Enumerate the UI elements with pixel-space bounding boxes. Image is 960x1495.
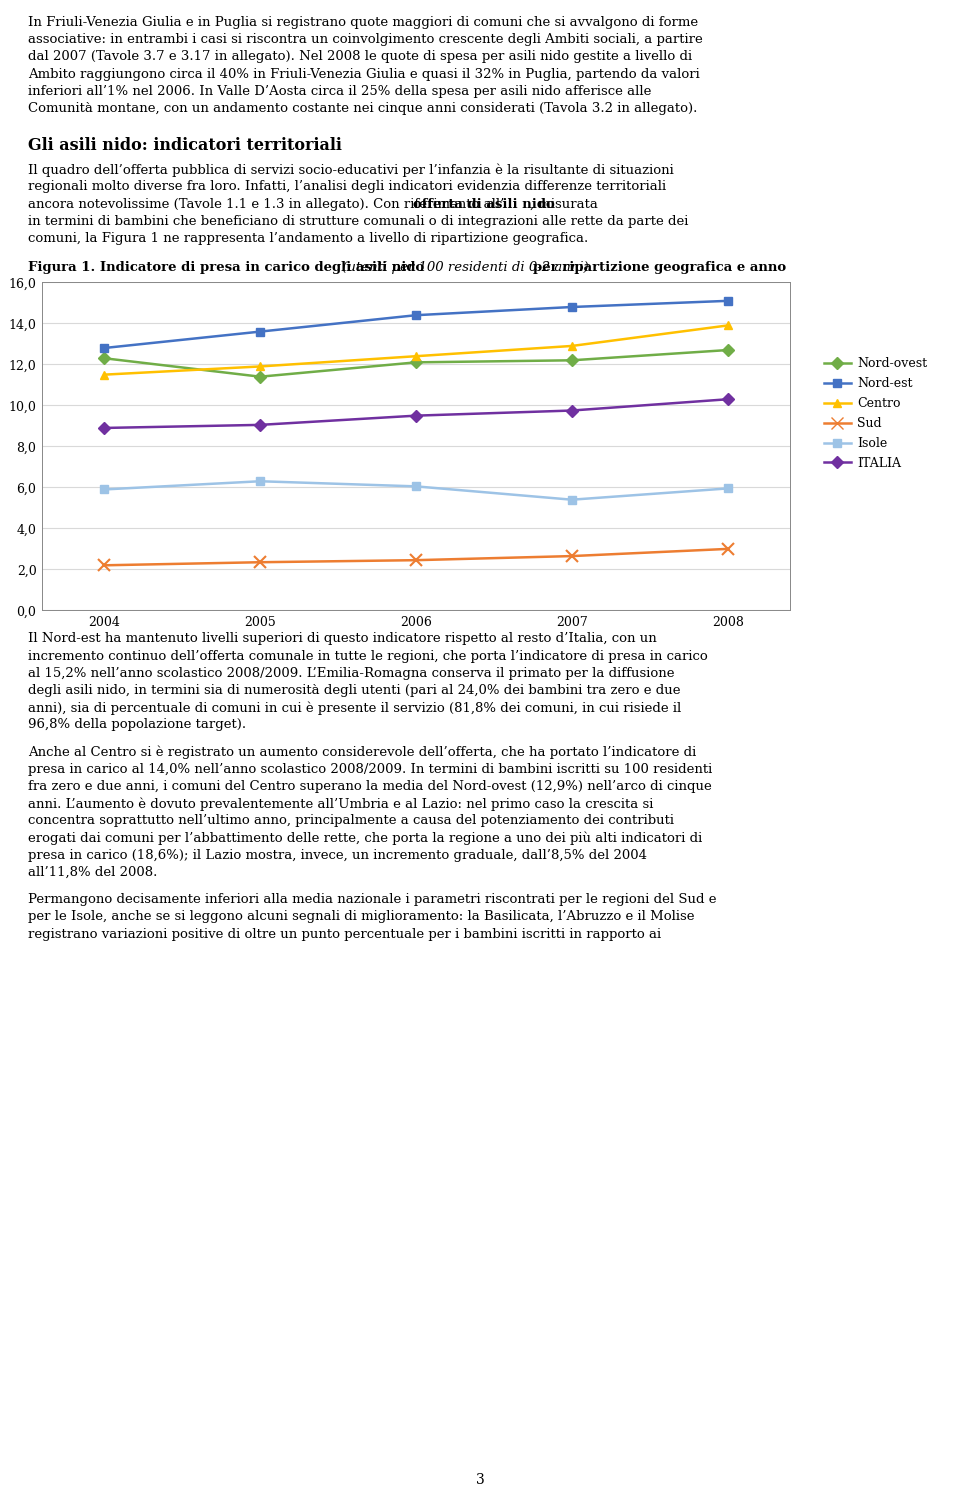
Text: registrano variazioni positive di oltre un punto percentuale per i bambini iscri: registrano variazioni positive di oltre … [28,927,661,940]
Text: Anche al Centro si è registrato un aumento considerevole dell’offerta, che ha po: Anche al Centro si è registrato un aumen… [28,746,696,759]
Text: all’11,8% del 2008.: all’11,8% del 2008. [28,866,157,879]
Text: anni. L’aumento è dovuto prevalentemente all’Umbria e al Lazio: nel primo caso l: anni. L’aumento è dovuto prevalentemente… [28,797,654,810]
Text: 3: 3 [475,1473,485,1488]
Text: offerta di asili nido: offerta di asili nido [414,197,555,211]
Text: regionali molto diverse fra loro. Infatti, l’analisi degli indicatori evidenzia : regionali molto diverse fra loro. Infatt… [28,181,666,193]
Text: (utenti per 100 residenti di 0-2 anni): (utenti per 100 residenti di 0-2 anni) [339,262,593,274]
Text: concentra soprattutto nell’ultimo anno, principalmente a causa del potenziamento: concentra soprattutto nell’ultimo anno, … [28,815,674,827]
Text: presa in carico (18,6%); il Lazio mostra, invece, un incremento graduale, dall’8: presa in carico (18,6%); il Lazio mostra… [28,849,647,861]
Text: in termini di bambini che beneficiano di strutture comunali o di integrazioni al: in termini di bambini che beneficiano di… [28,215,688,227]
Text: Figura 1. Indicatore di presa in carico degli asili nido: Figura 1. Indicatore di presa in carico … [28,262,424,274]
Text: , misurata: , misurata [530,197,598,211]
Text: 96,8% della popolazione target).: 96,8% della popolazione target). [28,719,246,731]
Text: associative: in entrambi i casi si riscontra un coinvolgimento crescente degli A: associative: in entrambi i casi si risco… [28,33,703,46]
Text: dal 2007 (Tavole 3.7 e 3.17 in allegato). Nel 2008 le quote di spesa per asili n: dal 2007 (Tavole 3.7 e 3.17 in allegato)… [28,51,692,63]
Text: Ambito raggiungono circa il 40% in Friuli-Venezia Giulia e quasi il 32% in Pugli: Ambito raggiungono circa il 40% in Friul… [28,67,700,81]
Text: ancora notevolissime (Tavole 1.1 e 1.3 in allegato). Con riferimento all’: ancora notevolissime (Tavole 1.1 e 1.3 i… [28,197,504,211]
Text: Gli asili nido: indicatori territoriali: Gli asili nido: indicatori territoriali [28,138,342,154]
Text: Permangono decisamente inferiori alla media nazionale i parametri riscontrati pe: Permangono decisamente inferiori alla me… [28,893,716,906]
Text: erogati dai comuni per l’abbattimento delle rette, che porta la regione a uno de: erogati dai comuni per l’abbattimento de… [28,831,703,845]
Text: incremento continuo dell’offerta comunale in tutte le regioni, che porta l’indic: incremento continuo dell’offerta comunal… [28,650,708,662]
Text: In Friuli-Venezia Giulia e in Puglia si registrano quote maggiori di comuni che : In Friuli-Venezia Giulia e in Puglia si … [28,16,698,28]
Text: degli asili nido, in termini sia di numerosità degli utenti (pari al 24,0% dei b: degli asili nido, in termini sia di nume… [28,685,681,697]
Text: inferiori all’1% nel 2006. In Valle D’Aosta circa il 25% della spesa per asili n: inferiori all’1% nel 2006. In Valle D’Ao… [28,85,652,97]
Text: anni), sia di percentuale di comuni in cui è presente il servizio (81,8% dei com: anni), sia di percentuale di comuni in c… [28,701,682,715]
Text: Il quadro dell’offerta pubblica di servizi socio-educativi per l’infanzia è la r: Il quadro dell’offerta pubblica di servi… [28,163,674,176]
Text: Il Nord-est ha mantenuto livelli superiori di questo indicatore rispetto al rest: Il Nord-est ha mantenuto livelli superio… [28,632,657,646]
Text: fra zero e due anni, i comuni del Centro superano la media del Nord-ovest (12,9%: fra zero e due anni, i comuni del Centro… [28,780,711,792]
Text: comuni, la Figura 1 ne rappresenta l’andamento a livello di ripartizione geograf: comuni, la Figura 1 ne rappresenta l’and… [28,232,588,245]
Text: per ripartizione geografica e anno: per ripartizione geografica e anno [533,262,786,274]
Text: al 15,2% nell’anno scolastico 2008/2009. L’Emilia-Romagna conserva il primato pe: al 15,2% nell’anno scolastico 2008/2009.… [28,667,675,680]
Text: per le Isole, anche se si leggono alcuni segnali di miglioramento: la Basilicata: per le Isole, anche se si leggono alcuni… [28,910,694,924]
Legend: Nord-ovest, Nord-est, Centro, Sud, Isole, ITALIA: Nord-ovest, Nord-est, Centro, Sud, Isole… [819,353,932,475]
Text: presa in carico al 14,0% nell’anno scolastico 2008/2009. In termini di bambini i: presa in carico al 14,0% nell’anno scola… [28,762,712,776]
Text: Comunità montane, con un andamento costante nei cinque anni considerati (Tavola : Comunità montane, con un andamento costa… [28,102,697,115]
